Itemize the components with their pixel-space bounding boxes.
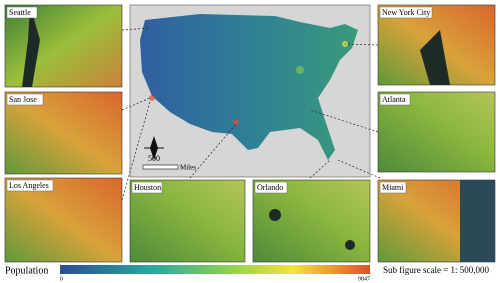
connector: [344, 43, 379, 46]
connector: [121, 101, 151, 201]
water: [345, 240, 355, 250]
connector: [121, 27, 151, 31]
label-box: [6, 179, 54, 192]
city-panel: [129, 179, 246, 263]
city-label: Miami: [382, 183, 404, 192]
city-panel: [4, 4, 123, 88]
hotspot: [149, 95, 155, 101]
water: [22, 5, 40, 87]
subfigure-scale: Sub figure scale = 1: 500,000: [383, 265, 490, 275]
scale-unit: Miles: [180, 164, 196, 172]
city-label: Los Angeles: [9, 181, 49, 190]
connector: [309, 159, 331, 179]
legend-title: Population: [5, 265, 48, 276]
city-panel: [4, 91, 123, 175]
scale-bar: [142, 164, 179, 170]
us-map: [140, 14, 358, 160]
hotspot: [233, 119, 239, 125]
connector: [121, 97, 151, 111]
city-panel: [4, 177, 123, 263]
label-box: [379, 6, 433, 19]
legend-max: 9847: [358, 276, 370, 282]
city-label: San Jose: [9, 95, 37, 104]
city-label: Atlanta: [382, 95, 406, 104]
water: [420, 30, 450, 85]
water: [460, 180, 495, 262]
label-box: [6, 93, 44, 106]
city-label: Orlando: [257, 183, 283, 192]
city-label: Houston: [134, 183, 161, 192]
city-label: New York City: [382, 8, 430, 17]
scale-value: 500: [148, 154, 160, 163]
label-box: [379, 181, 407, 194]
city-panel: [377, 91, 496, 173]
label-box: [131, 181, 163, 194]
colorbar: [60, 265, 370, 274]
label-box: [6, 6, 38, 19]
legend-min: 0: [60, 276, 63, 282]
label-box: [379, 93, 411, 106]
water: [269, 209, 281, 221]
city-label: Seattle: [9, 8, 31, 17]
hotspot: [296, 66, 304, 74]
label-box: [254, 181, 288, 194]
